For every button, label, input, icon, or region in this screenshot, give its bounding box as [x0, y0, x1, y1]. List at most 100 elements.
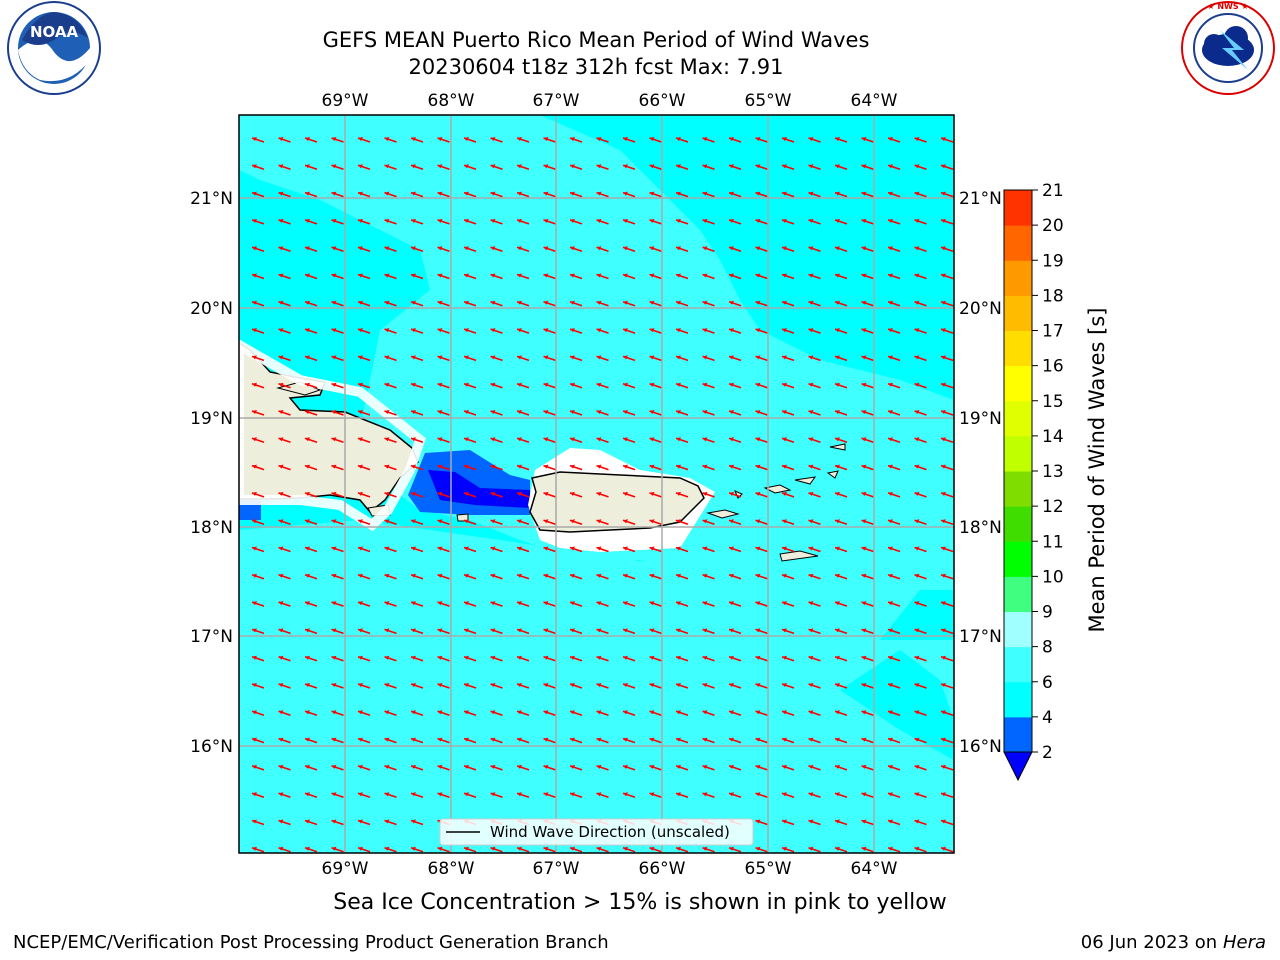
- wind-wave-arrow: [675, 164, 689, 171]
- graticule: [239, 115, 954, 853]
- colorbar-tick-label: 13: [1042, 462, 1064, 482]
- wind-wave-arrow: [384, 300, 397, 307]
- wind-wave-arrow: [834, 655, 848, 662]
- colorbar-tick-label: 16: [1042, 357, 1064, 377]
- wind-wave-arrow: [543, 846, 556, 853]
- wind-wave-arrow: [384, 246, 397, 252]
- colorbar: 2 4 6 8 9 10 11 12 13 14 15 16 17 18 19 20 21: [1003, 181, 1064, 782]
- wind-wave-arrow: [834, 164, 848, 171]
- wind-wave-arrow: [410, 737, 424, 744]
- wind-wave-arrow: [304, 573, 318, 580]
- wind-wave-arrow: [781, 546, 795, 553]
- wind-wave-arrow: [357, 710, 371, 717]
- wind-wave-arrow: [543, 218, 556, 225]
- wind-wave-arrow: [251, 137, 265, 143]
- lon-label-top: 67°W: [533, 91, 580, 111]
- wind-wave-arrow: [490, 710, 503, 717]
- wind-wave-arrow: [808, 491, 821, 498]
- wind-wave-arrow: [569, 464, 583, 471]
- wind-wave-arrow: [543, 628, 556, 635]
- wind-wave-arrow: [278, 819, 291, 826]
- wind-wave-arrow: [834, 328, 848, 334]
- wind-wave-arrow: [437, 710, 450, 717]
- wind-wave-arrow: [940, 437, 954, 444]
- wind-wave-arrow: [622, 382, 636, 389]
- wind-wave-arrow: [675, 137, 689, 143]
- wind-wave-arrow: [649, 164, 662, 171]
- wind-wave-arrow: [702, 737, 715, 744]
- wind-wave-arrow: [357, 300, 371, 307]
- wind-wave-arrow: [410, 764, 424, 771]
- wind-wave-arrow: [861, 546, 874, 553]
- wind-wave-arrow: [914, 491, 927, 498]
- lat-label-right: 21°N: [959, 189, 1002, 209]
- colorbar-bin: [1004, 330, 1032, 367]
- wind-wave-arrow: [675, 737, 689, 744]
- wind-wave-arrow: [331, 792, 344, 798]
- colorbar-tick-label: 15: [1042, 392, 1064, 412]
- wind-wave-arrow: [808, 273, 821, 280]
- wind-wave-arrow: [596, 764, 609, 771]
- wind-wave-arrow: [887, 573, 901, 580]
- wind-wave-arrow: [304, 491, 318, 498]
- chart-subtitle: 20230604 t18z 312h fcst Max: 7.91: [408, 55, 784, 79]
- wind-wave-arrow: [463, 464, 477, 471]
- wind-wave-arrow: [649, 710, 662, 717]
- wind-wave-arrow: [728, 655, 742, 662]
- wind-wave-arrow: [331, 628, 344, 635]
- wind-wave-arrow: [596, 491, 609, 498]
- wind-wave-arrow: [940, 628, 954, 635]
- wind-wave-arrow: [728, 164, 742, 171]
- wind-wave-arrow: [808, 410, 821, 416]
- wind-wave-arrow: [728, 683, 742, 689]
- wind-wave-arrow: [251, 601, 265, 607]
- wind-wave-arrow: [861, 437, 874, 444]
- wind-wave-arrow: [384, 710, 397, 717]
- wind-wave-arrow: [861, 164, 874, 171]
- wind-wave-arrow: [861, 628, 874, 635]
- lat-label-left: 16°N: [190, 737, 233, 757]
- wind-wave-arrow: [702, 846, 715, 853]
- wind-wave-arrow: [331, 710, 344, 717]
- wind-wave-arrow: [251, 655, 265, 662]
- wind-wave-arrow: [437, 410, 450, 416]
- wind-wave-arrow: [596, 273, 609, 280]
- wind-wave-arrow: [728, 191, 742, 198]
- wind-wave-arrow: [516, 355, 530, 362]
- wind-wave-arrow: [649, 546, 662, 553]
- wind-wave-arrow: [622, 683, 636, 689]
- wind-wave-arrow: [861, 382, 874, 389]
- wind-wave-arrow: [490, 273, 503, 280]
- wind-wave-arrow: [384, 382, 397, 389]
- wind-wave-arrow: [808, 792, 821, 798]
- wind-wave-arrow: [834, 382, 848, 389]
- wind-wave-arrow: [304, 710, 318, 717]
- wind-wave-arrow: [649, 410, 662, 416]
- wind-wave-arrow: [755, 792, 768, 798]
- wind-wave-arrow: [357, 164, 371, 171]
- wind-wave-arrow: [463, 846, 477, 853]
- wind-wave-arrow: [357, 437, 371, 444]
- wind-wave-arrow: [649, 382, 662, 389]
- wind-wave-arrow: [861, 355, 874, 362]
- colorbar-bin: [1004, 225, 1032, 261]
- chart-title: GEFS MEAN Puerto Rico Mean Period of Win…: [322, 28, 870, 52]
- wind-wave-arrow: [304, 246, 318, 252]
- wind-wave-arrow: [914, 164, 927, 171]
- wind-wave-arrow: [914, 246, 927, 252]
- wind-wave-arrow: [861, 491, 874, 498]
- wind-wave-arrow: [490, 628, 503, 635]
- wind-wave-arrow: [940, 382, 954, 389]
- colorbar-tick-label: 6: [1042, 673, 1053, 693]
- wind-wave-arrow: [675, 464, 689, 471]
- wind-wave-arrow: [463, 546, 477, 553]
- wind-wave-arrow: [569, 382, 583, 389]
- colorbar-bin: [1004, 295, 1032, 331]
- wind-wave-arrow: [728, 710, 742, 717]
- wind-wave-arrow: [861, 737, 874, 744]
- wind-wave-arrow: [437, 628, 450, 635]
- wind-wave-arrow: [781, 410, 795, 416]
- wind-wave-arrow: [331, 355, 344, 362]
- lat-label-left: 20°N: [190, 299, 233, 319]
